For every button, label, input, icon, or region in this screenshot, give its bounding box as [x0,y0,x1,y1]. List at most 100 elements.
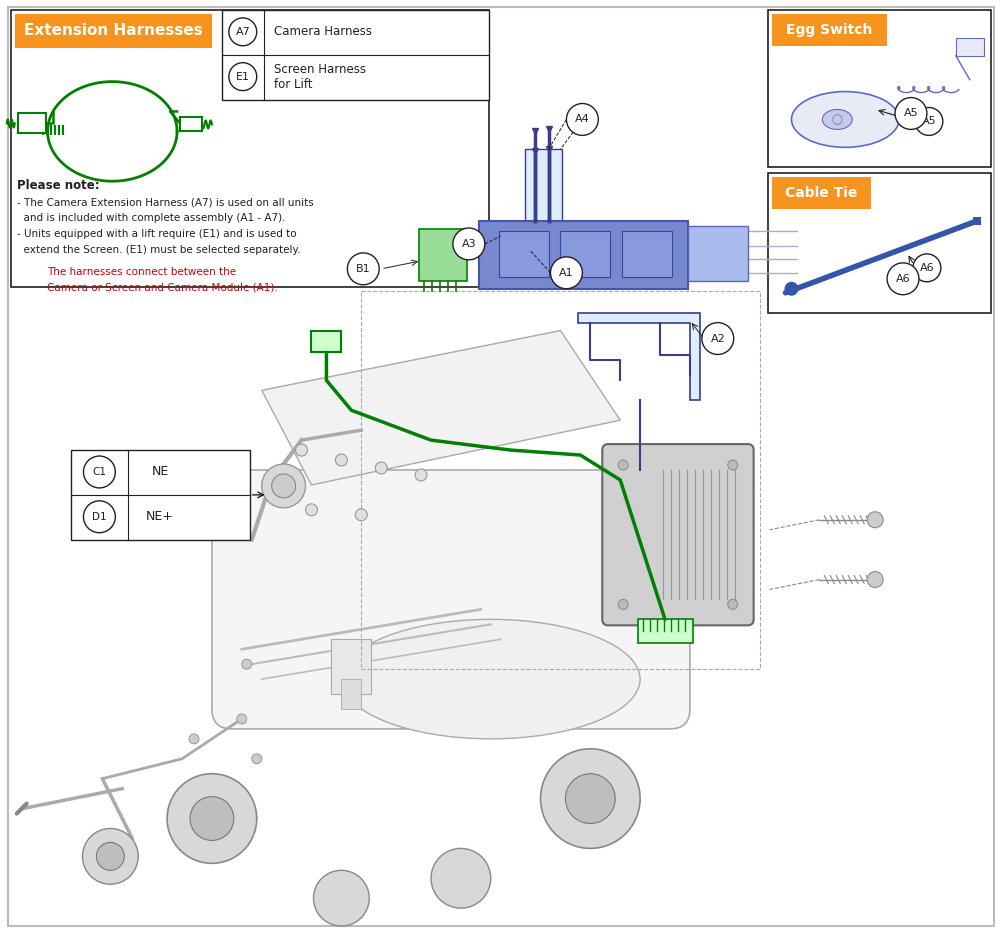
Text: NE: NE [152,466,169,479]
Circle shape [915,107,943,135]
Bar [772,177,871,209]
Text: A4: A4 [575,115,590,124]
Polygon shape [578,313,700,400]
FancyBboxPatch shape [212,470,690,729]
Circle shape [565,773,615,824]
Polygon shape [262,330,620,485]
Text: A5: A5 [922,117,936,127]
Circle shape [375,462,387,474]
Text: Camera or Screen and Camera Module (A1).: Camera or Screen and Camera Module (A1). [47,283,277,293]
Bar [956,38,984,56]
Circle shape [431,848,491,908]
Text: D1: D1 [92,512,107,522]
Bar [341,679,361,709]
Circle shape [867,512,883,528]
Text: A6: A6 [920,263,934,272]
Bar [15,14,212,48]
Text: for Lift: for Lift [274,78,312,91]
Text: A3: A3 [462,239,476,249]
Bar [525,149,562,221]
Text: extend the Screen. (E1) must be selected separately.: extend the Screen. (E1) must be selected… [17,245,300,255]
Circle shape [347,253,379,285]
Circle shape [541,749,640,848]
Text: The harnesses connect between the: The harnesses connect between the [47,267,236,277]
Circle shape [913,254,941,282]
Bar [18,114,46,133]
Circle shape [728,599,738,609]
Circle shape [96,842,124,870]
Circle shape [702,323,734,355]
Text: A2: A2 [710,333,725,343]
Text: A1: A1 [559,268,574,278]
Ellipse shape [341,620,640,739]
Circle shape [167,773,257,863]
Bar [311,330,341,353]
Circle shape [335,454,347,466]
Circle shape [728,460,738,470]
Circle shape [313,870,369,926]
Circle shape [237,714,247,724]
Text: Screen Harness: Screen Harness [274,63,366,77]
Bar [499,231,549,277]
Text: A7: A7 [235,27,250,36]
Bar [768,174,991,313]
Text: A5: A5 [904,108,918,118]
Circle shape [262,464,306,508]
Text: A6: A6 [896,273,910,284]
Circle shape [190,797,234,841]
Circle shape [566,104,598,135]
Bar [222,10,489,100]
Circle shape [867,572,883,588]
Text: Extension Harnesses: Extension Harnesses [24,23,203,38]
Bar [560,231,610,277]
Circle shape [550,257,582,288]
Bar [361,291,760,669]
Text: NE+: NE+ [146,510,174,523]
Circle shape [895,98,927,130]
Circle shape [453,228,485,260]
Text: ◯: ◯ [832,114,843,125]
Ellipse shape [791,91,899,147]
Circle shape [618,599,628,609]
Circle shape [355,508,367,521]
Circle shape [272,474,296,498]
Text: B1: B1 [356,264,371,273]
Text: Please note:: Please note: [17,179,99,192]
Circle shape [785,282,798,296]
Circle shape [189,734,199,744]
Text: Camera Harness: Camera Harness [274,25,372,38]
Ellipse shape [822,109,852,130]
Circle shape [82,829,138,884]
Bar [331,639,371,694]
Circle shape [242,660,252,669]
Text: and is included with complete assembly (A1 - A7).: and is included with complete assembly (… [17,213,285,223]
Text: E1: E1 [236,72,250,82]
Circle shape [83,456,115,488]
Text: - The Camera Extension Harness (A7) is used on all units: - The Camera Extension Harness (A7) is u… [17,197,313,207]
Bar [180,118,202,132]
Bar [688,226,748,281]
Bar [638,620,693,643]
Circle shape [296,444,308,456]
Text: Cable Tie: Cable Tie [785,187,858,201]
Circle shape [415,469,427,480]
Bar [419,229,467,281]
Bar [768,10,991,167]
FancyBboxPatch shape [602,444,754,625]
Bar [622,231,672,277]
Circle shape [229,18,257,46]
Bar [973,217,981,225]
Bar [71,450,250,539]
Bar [479,221,688,288]
Circle shape [618,460,628,470]
Circle shape [306,504,317,516]
Text: Egg Switch: Egg Switch [786,22,873,36]
Circle shape [887,263,919,295]
Circle shape [252,754,262,764]
Circle shape [229,63,257,91]
Circle shape [83,501,115,533]
Text: C1: C1 [92,467,106,477]
Bar [772,14,887,46]
Text: - Units equipped with a lift require (E1) and is used to: - Units equipped with a lift require (E1… [17,229,296,239]
Bar [11,10,489,286]
